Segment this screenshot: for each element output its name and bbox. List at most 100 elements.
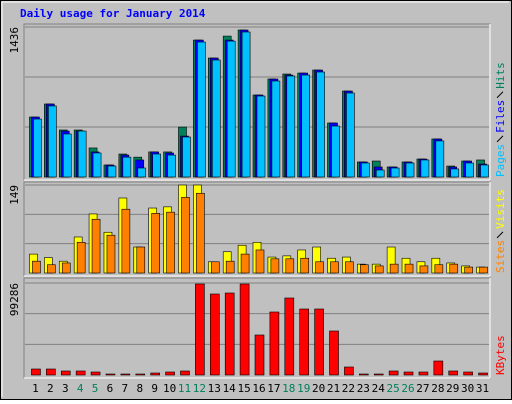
bar (60, 370, 71, 376)
bar (404, 263, 414, 274)
chart-title: Daily usage for January 2014 (20, 7, 206, 20)
x-tick-label: 25 (387, 382, 400, 395)
bar (375, 169, 385, 178)
bar (150, 372, 160, 376)
x-tick-label: 22 (342, 382, 355, 395)
legend-label: Pages (494, 144, 507, 177)
bar (478, 372, 488, 376)
bar (62, 133, 72, 178)
bar (180, 370, 190, 376)
bar (374, 265, 384, 274)
bar (329, 330, 339, 376)
bar (361, 162, 370, 178)
bar (360, 264, 369, 274)
bar (167, 154, 176, 178)
x-tick-label: 16 (252, 382, 265, 395)
bar (448, 370, 459, 376)
bar (166, 211, 175, 274)
x-tick-label: 31 (476, 382, 489, 395)
bar (33, 118, 42, 178)
bar (120, 373, 131, 376)
bar (344, 366, 354, 376)
x-tick-label: 3 (62, 382, 69, 395)
bar (331, 125, 340, 178)
x-tick-label: 4 (77, 382, 84, 395)
x-tick-label: 10 (163, 382, 176, 395)
bar (77, 130, 87, 178)
bar (388, 370, 399, 376)
bar (31, 368, 41, 376)
bar (135, 373, 146, 376)
bar (433, 360, 444, 376)
bar (270, 258, 280, 274)
bar (136, 246, 146, 274)
bar (239, 283, 250, 376)
bar (61, 262, 71, 274)
bar (389, 263, 399, 274)
bar (32, 260, 41, 274)
x-tick-label: 18 (282, 382, 295, 395)
bar (403, 371, 414, 376)
bar (405, 162, 415, 178)
y-tick-label: 99286 (8, 283, 21, 316)
bar (105, 373, 116, 376)
legend-label: Hits (494, 62, 507, 89)
x-tick-label: 8 (136, 382, 143, 395)
x-tick-label: 27 (416, 382, 429, 395)
legend-separator (496, 231, 504, 239)
x-tick-label: 12 (193, 382, 206, 395)
bar (256, 95, 266, 178)
bar (420, 159, 430, 178)
bar (152, 153, 161, 178)
x-tick-label: 11 (178, 382, 191, 395)
x-tick-label: 2 (47, 382, 54, 395)
bar (479, 266, 488, 274)
bar (182, 136, 191, 178)
bar (300, 257, 310, 274)
legend-separator (496, 91, 504, 99)
bar (137, 167, 147, 178)
bar (165, 371, 175, 376)
bar (346, 92, 355, 178)
bar (449, 263, 459, 274)
bar (106, 234, 116, 274)
x-tick-label: 14 (223, 382, 237, 395)
bar (209, 293, 220, 376)
bar (373, 373, 384, 376)
bar (240, 253, 250, 274)
bar (75, 370, 86, 376)
bar (107, 165, 117, 178)
x-tick-label: 9 (151, 382, 158, 395)
bar (271, 80, 281, 178)
bar (269, 311, 280, 376)
bar (241, 31, 251, 178)
bar (464, 266, 473, 274)
x-tick-label: 19 (297, 382, 310, 395)
bar (196, 192, 205, 274)
bar (359, 373, 369, 376)
bar (463, 371, 473, 376)
x-tick-label: 23 (357, 382, 370, 395)
bar (210, 261, 220, 274)
bar (255, 249, 265, 274)
x-tick-label: 20 (312, 382, 325, 395)
x-tick-label: 17 (267, 382, 280, 395)
bar (225, 260, 235, 274)
bar (284, 297, 295, 376)
y-tick-label: 149 (8, 185, 21, 205)
x-tick-label: 30 (461, 382, 474, 395)
y-tick-label: 1436 (8, 27, 21, 54)
bar (181, 197, 190, 274)
x-tick-label: 15 (237, 382, 250, 395)
bar (151, 213, 160, 274)
bar (46, 368, 56, 376)
bar (122, 156, 132, 178)
legend-label: Files (494, 100, 507, 133)
x-tick-label: 28 (431, 382, 444, 395)
x-tick-label: 29 (446, 382, 459, 395)
x-tick-label: 6 (107, 382, 114, 395)
bar (76, 241, 86, 274)
bar (48, 105, 57, 178)
bar (91, 218, 101, 274)
